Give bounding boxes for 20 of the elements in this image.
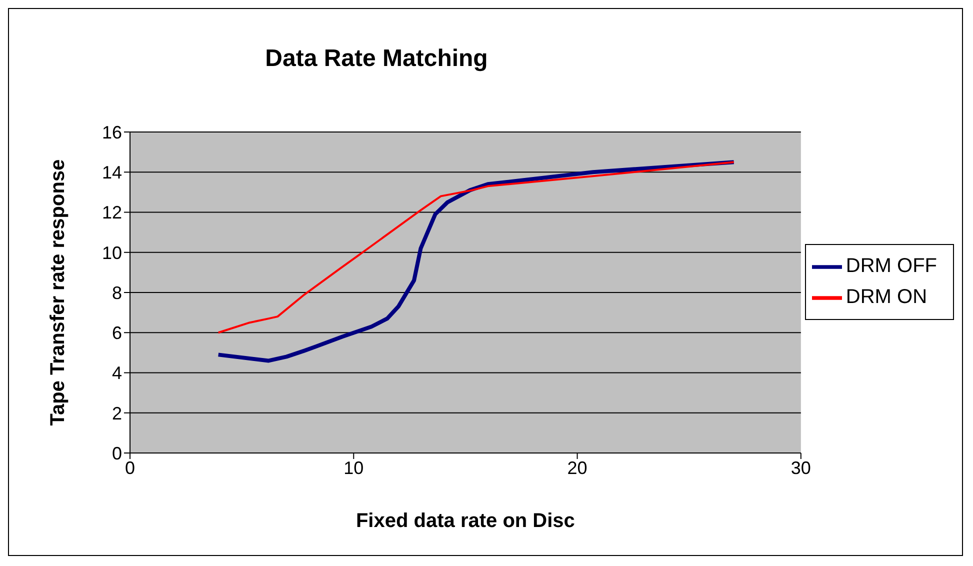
- y-tick-label: 8: [112, 282, 122, 303]
- y-tick-label: 12: [102, 202, 122, 223]
- y-tick-label: 6: [112, 323, 122, 344]
- x-tick-label: 20: [567, 458, 588, 478]
- x-tick-label: 0: [124, 458, 136, 478]
- y-axis-title: Tape Transfer rate response: [47, 159, 70, 426]
- line-series: [217, 161, 735, 334]
- legend-label: DRM ON: [846, 286, 928, 308]
- x-tick-label: 30: [790, 458, 811, 478]
- y-tick-label: 0: [112, 443, 122, 464]
- y-tick-label: 10: [102, 242, 122, 263]
- x-tick-label: 10: [344, 458, 364, 478]
- line-series: [216, 160, 736, 363]
- y-tick-label: 2: [112, 403, 122, 424]
- y-tick-label: 4: [112, 363, 122, 384]
- y-tick-label: 14: [102, 162, 122, 183]
- legend-label: DRM OFF: [846, 255, 937, 278]
- y-tick-label: 16: [102, 122, 122, 142]
- chart-title: Data Rate Matching: [264, 45, 489, 73]
- x-axis-title: Fixed data rate on Disc: [356, 510, 575, 532]
